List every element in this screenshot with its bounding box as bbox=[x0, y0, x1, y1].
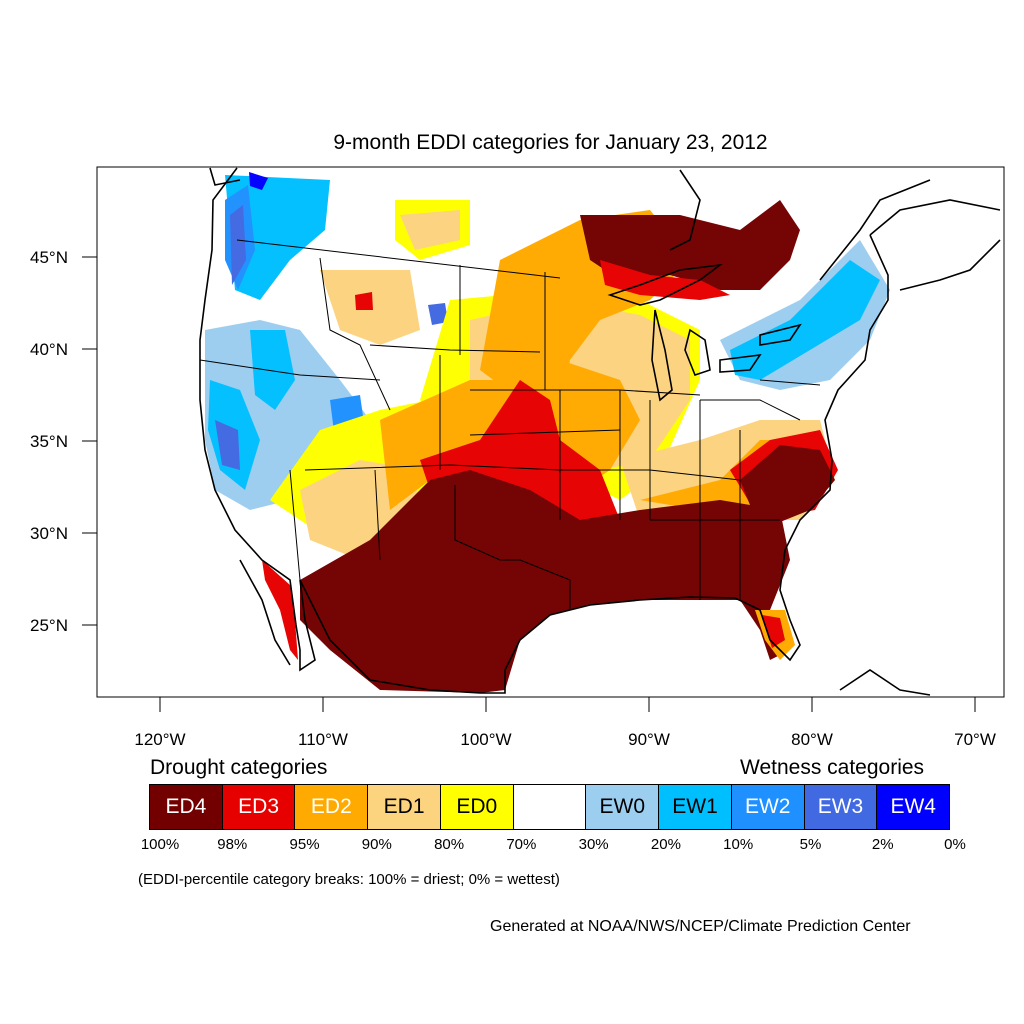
superior-ed4 bbox=[580, 200, 800, 290]
state-lines bbox=[199, 239, 821, 610]
percentile-break-label: 90% bbox=[361, 836, 392, 853]
coastline bbox=[199, 167, 1001, 696]
lon-tick-label: 80°W bbox=[791, 730, 833, 749]
legend-cell-ew4: EW4 bbox=[876, 784, 951, 830]
south-ed4 bbox=[300, 470, 790, 693]
north-ed1 bbox=[400, 210, 460, 250]
wetness-categories-heading: Wetness categories bbox=[740, 756, 925, 779]
percentile-breaks: 100% 98% 95% 90% 80% 70% 30% 20% 10% 5% 2% 0% bbox=[0, 836, 1024, 856]
percentile-break-label: 0% bbox=[944, 836, 966, 853]
montana-ed3 bbox=[355, 292, 373, 310]
lat-tick-label: 25°N bbox=[30, 616, 68, 635]
eddi-shading bbox=[200, 170, 890, 697]
longitude-axis: 120°W 110°W 100°W 90°W 80°W 70°W bbox=[134, 697, 996, 749]
legend-cell-ed1: ED1 bbox=[367, 784, 441, 830]
west-wet-ew1c bbox=[250, 330, 295, 410]
legend-cell-ed3: ED3 bbox=[221, 784, 296, 830]
legend-cell-ew2: EW2 bbox=[730, 784, 805, 830]
legend-cell-ed2: ED2 bbox=[294, 784, 369, 830]
lat-tick-label: 35°N bbox=[30, 432, 68, 451]
percentile-break-label: 70% bbox=[506, 836, 537, 853]
lon-tick-label: 70°W bbox=[954, 730, 996, 749]
legend-cell-ed4: ED4 bbox=[149, 784, 223, 830]
lat-tick-label: 45°N bbox=[30, 248, 68, 267]
percentile-break-label: 20% bbox=[650, 836, 681, 853]
latitude-axis: 45°N 40°N 35°N 30°N 25°N bbox=[30, 248, 97, 635]
lon-tick-label: 100°W bbox=[460, 730, 511, 749]
category-legend: ED4 ED3 ED2 ED1 ED0 EW0 EW1 EW2 EW3 EW4 bbox=[149, 784, 951, 830]
credit-line: Generated at NOAA/NWS/NCEP/Climate Predi… bbox=[490, 918, 911, 935]
florida-ed3 bbox=[762, 615, 785, 648]
percentile-break-label: 100% bbox=[140, 836, 180, 853]
lon-tick-label: 120°W bbox=[134, 730, 185, 749]
lat-tick-label: 30°N bbox=[30, 524, 68, 543]
west-wet-ew1 bbox=[225, 175, 330, 300]
percentile-break-label: 2% bbox=[871, 836, 894, 853]
plains-ed3 bbox=[420, 380, 620, 520]
lon-tick-label: 90°W bbox=[628, 730, 670, 749]
percentile-break-label: 30% bbox=[578, 836, 609, 853]
legend-cell-ed0: ED0 bbox=[439, 784, 514, 830]
percentile-break-label: 80% bbox=[434, 836, 465, 853]
lon-tick-label: 110°W bbox=[298, 730, 348, 749]
legend-cell-normal bbox=[512, 784, 587, 830]
map-area bbox=[199, 167, 1001, 697]
percentile-break-label: 95% bbox=[289, 836, 320, 853]
superior-ed3 bbox=[600, 260, 730, 300]
map-title: 9-month EDDI categories for January 23, … bbox=[333, 131, 768, 154]
ne-wet-ew1 bbox=[730, 260, 880, 380]
percentile-break-label: 5% bbox=[799, 836, 822, 853]
west-wet-ew4 bbox=[249, 172, 268, 190]
baja-ed3 bbox=[262, 560, 298, 660]
lat-tick-label: 40°N bbox=[30, 340, 68, 359]
legend-cell-ew1: EW1 bbox=[658, 784, 732, 830]
drought-categories-heading: Drought categories bbox=[150, 756, 328, 779]
percentile-break-label: 98% bbox=[217, 836, 248, 853]
percentile-break-label: 10% bbox=[723, 836, 754, 853]
idaho-wet-ew3 bbox=[428, 303, 448, 325]
legend-cell-ew0: EW0 bbox=[585, 784, 660, 830]
legend-cell-ew3: EW3 bbox=[803, 784, 878, 830]
category-note: (EDDI-percentile category breaks: 100% =… bbox=[138, 871, 560, 888]
west-wet-ew3b bbox=[215, 420, 240, 470]
west-wet-ew3 bbox=[230, 205, 246, 285]
map-frame bbox=[96, 166, 1005, 698]
